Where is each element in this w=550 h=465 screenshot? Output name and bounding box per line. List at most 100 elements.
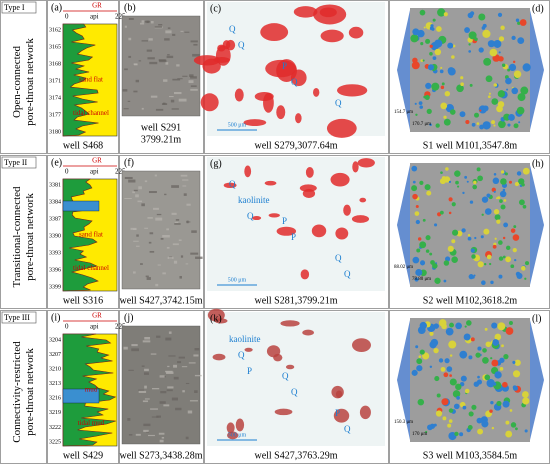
core-texture: [166, 228, 169, 231]
log-scale: 0: [65, 13, 69, 21]
pore-sphere: [447, 67, 456, 76]
core-texture: [128, 179, 136, 183]
pore-sphere: [512, 60, 516, 64]
pore-sphere: [441, 323, 447, 330]
pore-sphere: [486, 193, 491, 198]
pore-sphere: [445, 327, 454, 336]
core-photo: [121, 15, 201, 117]
log-blue-band: [62, 388, 100, 404]
pore-sphere: [510, 264, 515, 269]
pore-sphere: [464, 175, 468, 179]
cell-border: [0, 310, 47, 464]
pore-sphere: [466, 320, 472, 326]
log-scale: 225: [115, 168, 126, 176]
core-texture: [143, 429, 149, 433]
pore-sphere: [520, 86, 529, 95]
mineral-label: Q: [247, 211, 254, 221]
log-note: tidal mud: [78, 419, 105, 427]
pore-sphere: [411, 185, 418, 192]
pore-sphere: [476, 167, 481, 172]
core-texture: [174, 221, 179, 223]
core-texture: [177, 78, 183, 80]
pore-sphere: [522, 63, 531, 72]
pore-sphere: [448, 211, 452, 215]
pore: [302, 329, 314, 336]
core-texture: [194, 390, 198, 393]
pore-sphere: [416, 358, 423, 365]
cell-border: [0, 0, 47, 154]
pore-sphere: [451, 202, 456, 207]
pore-sphere: [464, 27, 470, 33]
cell-border: [119, 310, 204, 464]
core-texture: [167, 54, 170, 56]
core-texture: [122, 89, 128, 92]
pore: [227, 431, 239, 440]
pore-sphere: [422, 352, 430, 360]
core-texture: [133, 271, 136, 274]
pore-sphere: [431, 82, 440, 91]
pore: [276, 105, 286, 120]
core-texture: [186, 221, 191, 223]
panel-label: (d): [532, 3, 544, 14]
pore-sphere: [514, 359, 521, 366]
pore-sphere: [514, 258, 517, 262]
depth-label: 3216: [49, 396, 61, 402]
core-texture: [167, 27, 171, 29]
core-texture: [183, 193, 187, 196]
core-texture: [180, 30, 184, 32]
pore-sphere: [505, 245, 511, 251]
mineral-label: P: [247, 366, 252, 376]
pore-sphere: [505, 77, 512, 85]
pore-sphere: [494, 214, 501, 221]
core-texture: [128, 18, 134, 20]
pore-sphere: [414, 102, 417, 105]
core-texture: [142, 340, 151, 343]
model-flow-right: [530, 320, 544, 440]
core-texture: [155, 283, 159, 287]
pore-sphere: [464, 388, 470, 394]
type-box: [1, 156, 37, 169]
pore-sphere: [438, 358, 444, 363]
mineral-label: P: [282, 216, 287, 226]
depth-label: 3213: [49, 381, 61, 387]
pore-sphere: [477, 346, 482, 351]
pore-sphere: [429, 26, 434, 31]
pore-sphere: [448, 408, 454, 413]
pore-sphere: [422, 218, 426, 222]
pore-sphere: [452, 44, 456, 48]
core-texture: [147, 217, 153, 219]
pore: [244, 347, 253, 352]
pore-sphere: [493, 209, 500, 215]
pore-sphere: [443, 372, 449, 378]
pore-sphere: [483, 262, 487, 266]
pore-sphere: [493, 39, 502, 48]
pore-sphere: [508, 63, 517, 72]
pore-sphere: [472, 184, 478, 190]
pore-sphere: [482, 105, 489, 112]
pore-sphere: [481, 280, 486, 286]
pore-sphere: [499, 190, 507, 198]
pore-sphere: [463, 333, 471, 341]
pore: [212, 353, 226, 361]
core-texture: [191, 230, 197, 233]
pore-sphere: [493, 173, 497, 176]
pore-sphere: [508, 320, 513, 325]
core-texture: [172, 33, 176, 36]
pore-sphere: [498, 120, 506, 129]
pore-sphere: [499, 199, 503, 203]
depth-label: 3399: [49, 284, 61, 290]
mineral-label: Q: [238, 350, 245, 360]
pore-sphere: [487, 40, 495, 48]
pore: [359, 405, 371, 420]
pore: [293, 6, 318, 18]
mineral-label: Q: [344, 269, 351, 279]
pore-sphere: [502, 381, 508, 388]
core-texture: [130, 227, 137, 230]
model-flow-right: [530, 10, 544, 130]
pore-sphere: [467, 424, 473, 430]
pore-sphere: [418, 355, 422, 359]
pore: [207, 308, 225, 322]
core-texture: [128, 37, 132, 41]
pore-sphere: [510, 228, 516, 233]
pore: [268, 213, 280, 218]
